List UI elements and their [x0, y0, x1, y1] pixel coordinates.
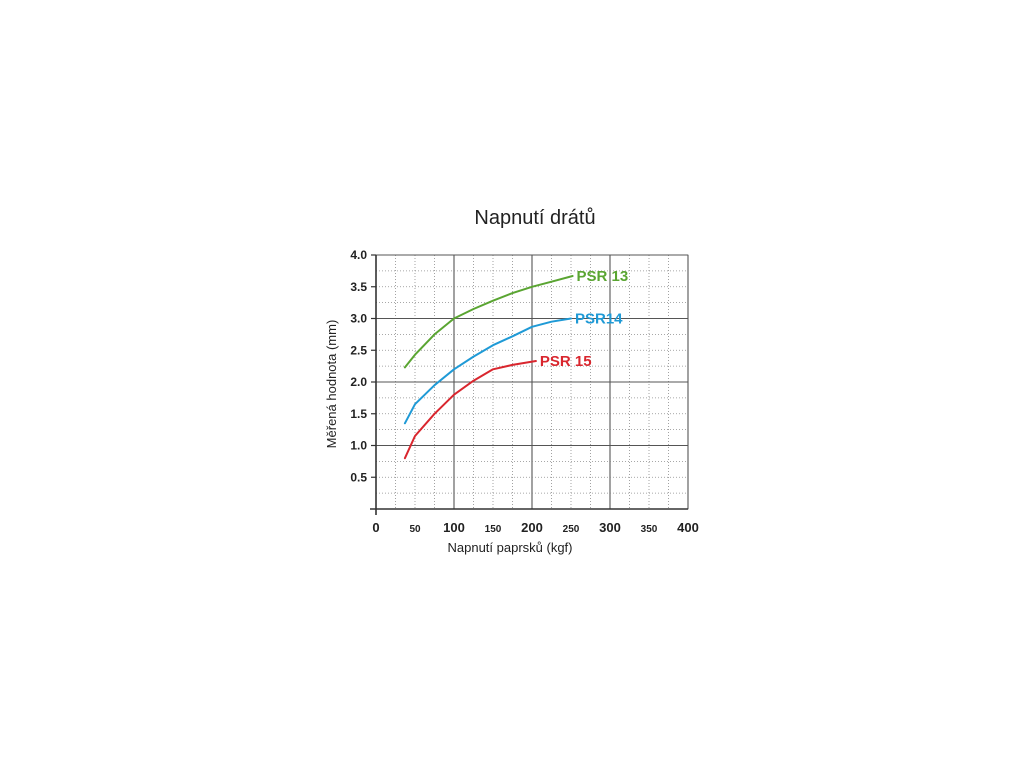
series-line-psr14: [403, 317, 572, 425]
y-tick-label: 0.5: [350, 470, 367, 484]
x-tick-label: 200: [521, 520, 543, 535]
axes: 0.5 1.0 1.5 2.0 2.5 3.0 3.5 4.0 0 50 100 150 200 250 3…: [324, 248, 699, 555]
series-label-psr-13: PSR 13: [577, 268, 629, 285]
series-line-psr-13: [403, 275, 574, 369]
x-tick-label: 0: [372, 520, 379, 535]
y-tick-label: 2.5: [350, 343, 367, 357]
series-label-psr-15: PSR 15: [540, 353, 592, 370]
x-tick-label: 400: [677, 520, 699, 535]
series: [403, 275, 574, 460]
x-tick-label: 50: [409, 524, 421, 535]
x-tick-label: 100: [443, 520, 465, 535]
series-label-psr14: PSR14: [575, 311, 623, 328]
x-tick-label: 350: [641, 524, 658, 535]
chart-title: Napnutí drátů: [474, 207, 596, 229]
y-tick-label: 4.0: [350, 248, 367, 262]
x-tick-label: 150: [485, 524, 502, 535]
y-tick-label: 2.0: [350, 375, 367, 389]
y-tick-label: 3.0: [350, 312, 367, 326]
y-tick-label: 1.5: [350, 407, 367, 421]
x-axis-title: Napnutí paprsků (kgf): [447, 540, 572, 555]
y-axis-title: Měřená hodnota (mm): [324, 320, 339, 449]
y-tick-label: 1.0: [350, 439, 367, 453]
grid: [375, 254, 689, 510]
y-tick-label: 3.5: [350, 280, 367, 294]
x-tick-label: 250: [563, 524, 580, 535]
labels: PSR 13 PSR14 PSR 15: [540, 268, 628, 370]
x-tick-label: 300: [599, 520, 621, 535]
series-line-psr-15: [403, 360, 537, 460]
